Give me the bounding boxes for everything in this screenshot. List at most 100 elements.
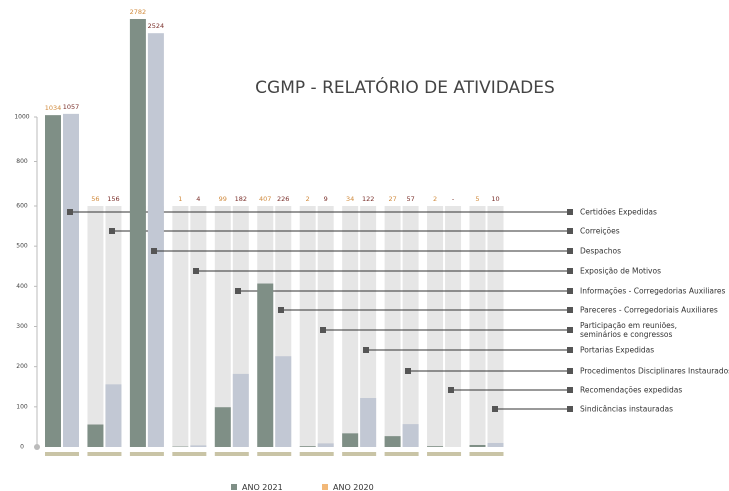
category-label: Portarias Expedidas (580, 345, 655, 355)
bar (469, 444, 486, 447)
leader-marker (193, 268, 199, 274)
leader-marker (405, 368, 411, 374)
bar (427, 446, 444, 447)
group-base (129, 452, 164, 456)
bar (214, 407, 231, 447)
bar-background (342, 206, 359, 447)
legend-label: ANO 2020 (333, 483, 374, 491)
bar (402, 424, 419, 447)
value-label: 182 (235, 195, 247, 203)
legend-swatch (322, 484, 328, 490)
category-label: Recomendações expedidas (580, 385, 683, 395)
leader-marker (492, 406, 498, 412)
group-base (45, 452, 79, 456)
value-label: 57 (406, 195, 414, 203)
group-base (299, 452, 334, 456)
leader-marker (363, 347, 369, 353)
value-label: 9 (324, 195, 328, 203)
y-tick-label: 800 (16, 158, 28, 165)
category-label: Certidões Expedidas (580, 207, 657, 217)
leader-marker (151, 248, 157, 254)
value-label: 4 (196, 195, 200, 203)
bar (384, 436, 401, 447)
bar (87, 424, 104, 447)
value-label: 2524 (148, 22, 165, 30)
group-base (384, 452, 419, 456)
bar-background (469, 206, 486, 447)
y-tick-label: 0 (20, 444, 24, 451)
bar-background (360, 206, 377, 447)
leader-marker (448, 387, 454, 393)
value-label: 27 (388, 195, 396, 203)
leader-marker (109, 228, 115, 234)
group-base (342, 452, 377, 456)
chart-title: CGMP - RELATÓRIO DE ATIVIDADES (255, 76, 555, 98)
legend-label: ANO 2021 (242, 483, 283, 491)
bar (232, 373, 249, 447)
bar (342, 433, 359, 447)
value-label: 1 (178, 195, 182, 203)
bar-background (427, 206, 444, 447)
bar (63, 113, 79, 448)
bar-background (299, 206, 316, 447)
bar (275, 356, 292, 447)
bar-background (87, 206, 104, 447)
leader-marker (567, 387, 573, 393)
leader-marker (67, 209, 73, 215)
leader-marker (567, 209, 573, 215)
y-tick-label: 500 (16, 243, 28, 250)
category-label: Sindicâncias instauradas (580, 404, 673, 414)
bar (147, 33, 164, 448)
value-label: - (452, 195, 455, 203)
bar (45, 115, 61, 447)
leader-marker (567, 248, 573, 254)
bar-background (172, 206, 189, 447)
group-base (214, 452, 249, 456)
category-label: Correições (580, 226, 620, 236)
group-base (427, 452, 462, 456)
value-label: 156 (107, 195, 119, 203)
value-label: 1034 (45, 104, 62, 112)
bar (487, 442, 504, 447)
bar-background (214, 206, 231, 447)
bar (105, 384, 122, 447)
value-label: 2782 (130, 8, 147, 16)
value-label: 226 (277, 195, 289, 203)
value-label: 2 (306, 195, 310, 203)
leader-marker (567, 347, 573, 353)
value-label: 34 (346, 195, 354, 203)
value-label: 2 (433, 195, 437, 203)
category-label: Participação em reuniões, seminários e c… (580, 321, 678, 339)
bar-background (402, 206, 419, 447)
group-base (469, 452, 504, 456)
leader-marker (320, 327, 326, 333)
leader-marker (567, 268, 573, 274)
leader-marker (567, 228, 573, 234)
category-label: Despachos (580, 246, 622, 256)
leader-marker (567, 307, 573, 313)
bar (360, 397, 377, 447)
group-base (257, 452, 292, 456)
bar (317, 443, 334, 447)
y-tick-label: 400 (16, 283, 28, 290)
category-label: Informações - Corregedorias Auxiliares (580, 286, 726, 296)
category-label: Pareceres - Corregedoriais Auxiliares (580, 305, 718, 315)
y-tick-label: 1000 (14, 114, 29, 121)
legend-swatch (231, 484, 237, 490)
leader-marker (567, 327, 573, 333)
leader-marker (567, 406, 573, 412)
leader-marker (235, 288, 241, 294)
value-label: 56 (91, 195, 99, 203)
category-label: Procedimentos Disciplinares Instaurados (580, 366, 729, 376)
bar-background (487, 206, 504, 447)
group-base (172, 452, 207, 456)
bar (129, 18, 146, 448)
bar (299, 446, 316, 447)
value-label: 407 (259, 195, 271, 203)
value-label: 99 (219, 195, 227, 203)
value-label: 1057 (63, 103, 80, 111)
leader-marker (567, 288, 573, 294)
bar (257, 283, 274, 447)
